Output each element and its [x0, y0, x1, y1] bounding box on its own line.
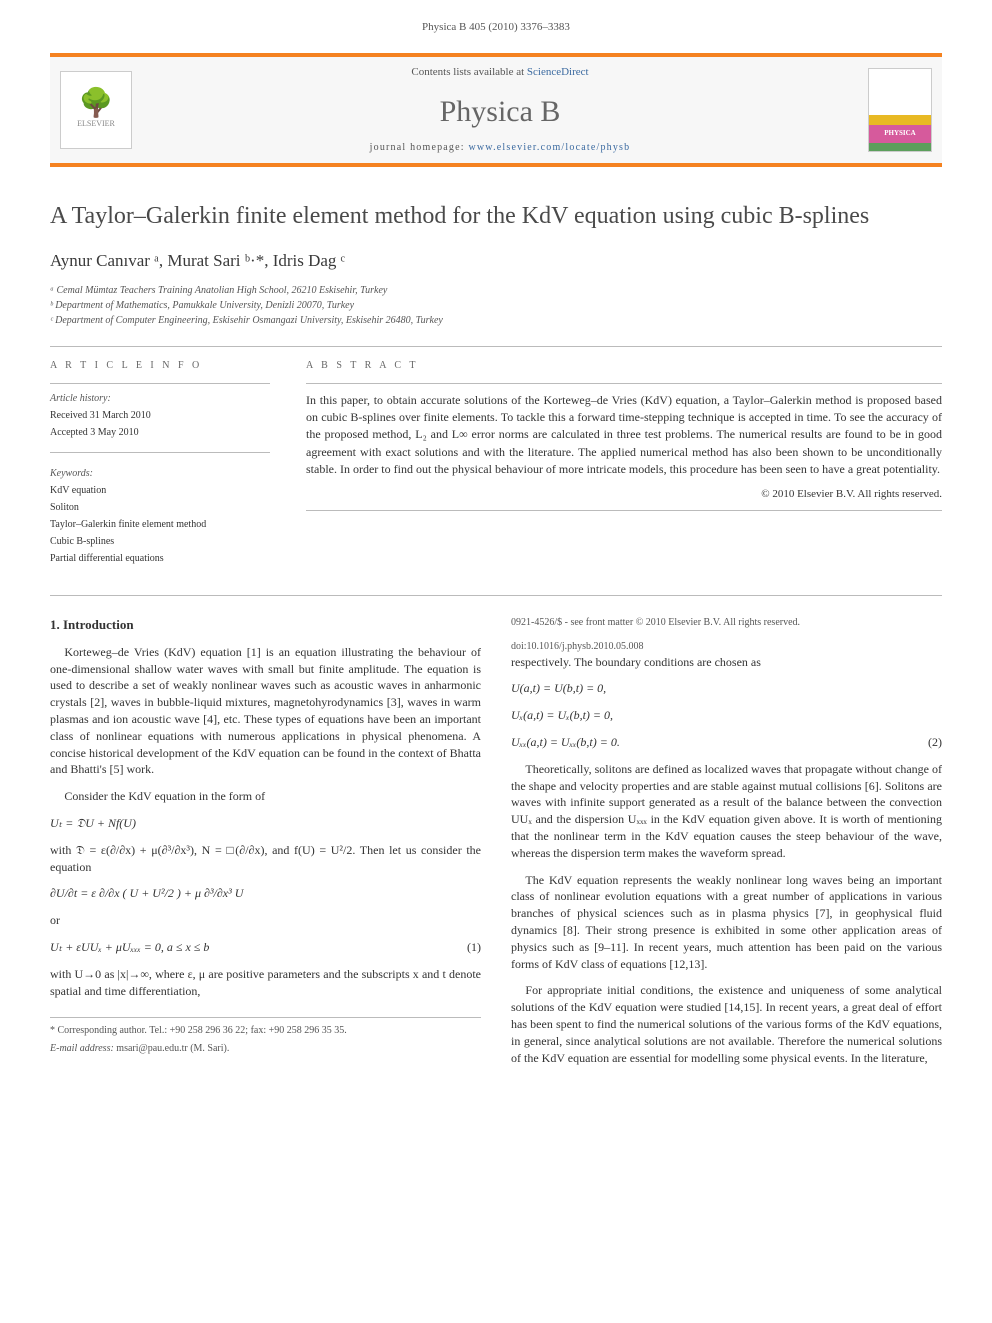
- abstract: A B S T R A C T In this paper, to obtain…: [306, 359, 942, 569]
- contents-line: Contents lists available at ScienceDirec…: [146, 65, 854, 80]
- corresponding-author: * Corresponding author. Tel.: +90 258 29…: [50, 1024, 481, 1038]
- email-label: E-mail address:: [50, 1043, 114, 1054]
- eq-lhs: Uₜ + εUUₓ + μUₓₓₓ = 0, a ≤ x ≤ b: [50, 939, 209, 956]
- tree-icon: 🌳: [79, 90, 114, 118]
- para: with 𝔇 = ε(∂/∂x) + μ(∂³/∂x³), N = □(∂/∂x…: [50, 842, 481, 876]
- abstract-label: A B S T R A C T: [306, 359, 942, 373]
- equation: ∂U/∂t = ε ∂/∂x ( U + U²/2 ) + μ ∂³/∂x³ U: [50, 885, 481, 902]
- affiliation-c: ᶜ Department of Computer Engineering, Es…: [50, 313, 942, 328]
- article-info-label: A R T I C L E I N F O: [50, 359, 270, 373]
- keyword: Taylor–Galerkin finite element method: [50, 518, 270, 532]
- article-info: A R T I C L E I N F O Article history: R…: [50, 359, 270, 569]
- masthead: 🌳 ELSEVIER Contents lists available at S…: [50, 53, 942, 166]
- section-heading: 1. Introduction: [50, 616, 481, 634]
- running-head: Physica B 405 (2010) 3376–3383: [50, 20, 942, 35]
- para: The KdV equation represents the weakly n…: [511, 872, 942, 973]
- publisher-label: ELSEVIER: [77, 118, 115, 129]
- equation: U(a,t) = U(b,t) = 0,: [511, 680, 942, 697]
- issn-line: 0921-4526/$ - see front matter © 2010 El…: [511, 616, 942, 630]
- cover-band: [869, 143, 931, 151]
- affiliation-a: ᵃ Cemal Mümtaz Teachers Training Anatoli…: [50, 283, 942, 298]
- numbered-equation: Uₜ + εUUₓ + μUₓₓₓ = 0, a ≤ x ≤ b (1): [50, 939, 481, 956]
- authors: Aynur Canıvar ᵃ, Murat Sari ᵇ·*, Idris D…: [50, 249, 942, 273]
- elsevier-logo: 🌳 ELSEVIER: [60, 71, 132, 149]
- keywords-label: Keywords:: [50, 467, 270, 481]
- email-line: E-mail address: msari@pau.edu.tr (M. Sar…: [50, 1042, 481, 1056]
- divider: [306, 510, 942, 511]
- abstract-text: In this paper, to obtain accurate soluti…: [306, 392, 942, 479]
- cover-band-label: PHYSICA: [869, 125, 931, 143]
- para: respectively. The boundary conditions ar…: [511, 654, 942, 671]
- divider: [50, 452, 270, 453]
- para: Theoretically, solitons are defined as l…: [511, 761, 942, 862]
- journal-cover-thumb: PHYSICA: [868, 68, 932, 152]
- body-columns: 1. Introduction Korteweg–de Vries (KdV) …: [50, 595, 942, 1072]
- keyword: Cubic B-splines: [50, 535, 270, 549]
- equation: Uₓ(a,t) = Uₓ(b,t) = 0,: [511, 707, 942, 724]
- para: Consider the KdV equation in the form of: [50, 788, 481, 805]
- footnotes: * Corresponding author. Tel.: +90 258 29…: [50, 1017, 481, 1056]
- masthead-center: Contents lists available at ScienceDirec…: [146, 65, 854, 154]
- homepage-prefix: journal homepage:: [370, 142, 469, 153]
- keyword: KdV equation: [50, 484, 270, 498]
- article-title: A Taylor–Galerkin finite element method …: [50, 201, 942, 231]
- para: Korteweg–de Vries (KdV) equation [1] is …: [50, 644, 481, 778]
- homepage-line: journal homepage: www.elsevier.com/locat…: [146, 141, 854, 155]
- journal-title: Physica B: [146, 91, 854, 133]
- keyword: Partial differential equations: [50, 552, 270, 566]
- or-label: or: [50, 912, 481, 929]
- para: with U→0 as |x|→∞, where ε, μ are positi…: [50, 966, 481, 1000]
- history-label: Article history:: [50, 392, 270, 406]
- copyright: © 2010 Elsevier B.V. All rights reserved…: [306, 487, 942, 502]
- email-address: msari@pau.edu.tr (M. Sari).: [116, 1043, 229, 1054]
- sciencedirect-link[interactable]: ScienceDirect: [527, 66, 589, 78]
- equation: Uₜ = 𝔇U + Nf(U): [50, 815, 481, 832]
- received-date: Received 31 March 2010: [50, 409, 270, 423]
- eq-lhs: Uₓₓ(a,t) = Uₓₓ(b,t) = 0.: [511, 734, 620, 751]
- doi-line: doi:10.1016/j.physb.2010.05.008: [511, 640, 942, 654]
- affiliations: ᵃ Cemal Mümtaz Teachers Training Anatoli…: [50, 283, 942, 328]
- para: For appropriate initial conditions, the …: [511, 982, 942, 1066]
- homepage-link[interactable]: www.elsevier.com/locate/physb: [468, 142, 630, 153]
- accepted-date: Accepted 3 May 2010: [50, 426, 270, 440]
- keyword: Soliton: [50, 501, 270, 515]
- numbered-equation: Uₓₓ(a,t) = Uₓₓ(b,t) = 0. (2): [511, 734, 942, 751]
- divider: [306, 383, 942, 384]
- cover-band: [869, 115, 931, 125]
- info-abstract-row: A R T I C L E I N F O Article history: R…: [50, 346, 942, 569]
- eq-num: (2): [928, 734, 942, 751]
- eq-num: (1): [467, 939, 481, 956]
- affiliation-b: ᵇ Department of Mathematics, Pamukkale U…: [50, 298, 942, 313]
- divider: [50, 383, 270, 384]
- contents-prefix: Contents lists available at: [411, 66, 526, 78]
